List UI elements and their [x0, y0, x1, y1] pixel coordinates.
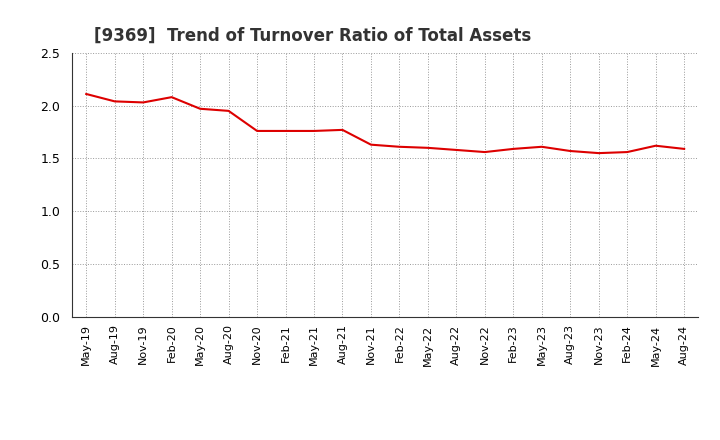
- Text: [9369]  Trend of Turnover Ratio of Total Assets: [9369] Trend of Turnover Ratio of Total …: [94, 26, 531, 44]
